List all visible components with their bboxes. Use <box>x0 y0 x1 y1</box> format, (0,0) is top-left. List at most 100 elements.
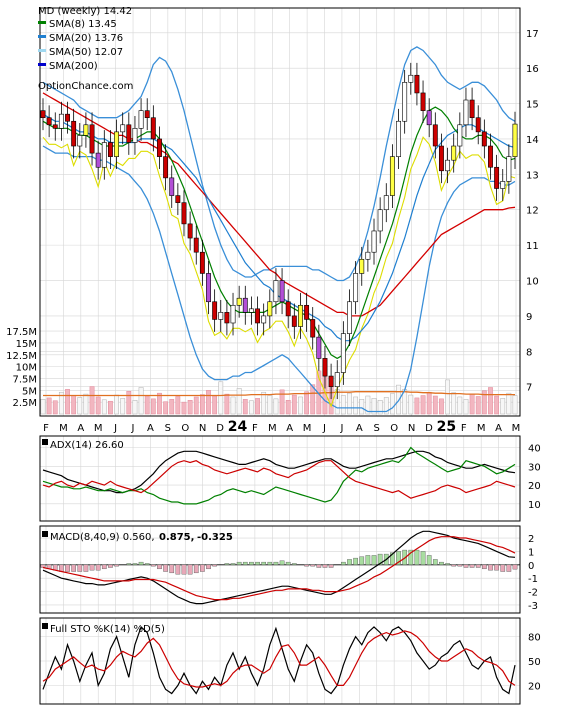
macd-histogram-bar <box>341 561 346 566</box>
price-tick-label: 17 <box>526 29 539 40</box>
macd-histogram-bar <box>445 563 450 566</box>
volume-bar <box>101 399 107 415</box>
macd-histogram-bar <box>304 564 309 567</box>
macd-histogram-bar <box>95 564 101 571</box>
macd-histogram-bar <box>71 564 76 572</box>
macd-histogram-bar <box>132 563 138 566</box>
volume-tick-label: 7.5M <box>12 374 37 385</box>
macd-histogram-bar <box>420 551 426 566</box>
volume-bar <box>157 392 162 415</box>
sma20-line <box>42 113 516 342</box>
candle-body <box>383 195 389 211</box>
sto-label: Full STO %K(14) %D(5) <box>50 624 165 635</box>
macd-histogram-bar <box>475 564 481 568</box>
indicator-panel-frame <box>39 617 521 705</box>
candle-body <box>273 280 279 303</box>
macd-histogram-bar <box>101 564 107 570</box>
month-label: D <box>425 423 433 434</box>
volume-bar <box>432 395 438 415</box>
candle-body <box>212 301 218 320</box>
volume-bar <box>224 393 230 415</box>
candle-body <box>71 120 77 147</box>
sto-label-swatch <box>42 623 48 629</box>
volume-bar <box>249 400 254 415</box>
macd-histogram-bar <box>273 561 279 566</box>
legend-swatch <box>38 49 46 52</box>
volume-bar <box>445 379 450 415</box>
macd-histogram-bar <box>65 564 70 572</box>
price-tick-label: 15 <box>526 100 539 111</box>
month-label: 25 <box>437 419 456 435</box>
macd-histogram-bar <box>181 564 187 575</box>
candle-body <box>242 297 248 313</box>
macd-histogram-bar <box>512 564 518 570</box>
volume-bar <box>95 396 101 415</box>
month-label: M <box>94 423 103 434</box>
candle-body <box>500 181 506 189</box>
candle-body <box>255 308 260 324</box>
macd-panel: 2 1 0 -1 -2 -3 MACD(8,40,9) 0.560, 0.875, -0.325 <box>39 525 538 614</box>
indicator-line-di <box>42 460 516 499</box>
macd-histogram-bar <box>310 564 316 567</box>
volume-bar <box>506 392 512 415</box>
volume-bar <box>132 400 138 415</box>
candle-body <box>89 124 95 154</box>
indicator-tick-label: 2 <box>528 534 534 545</box>
volume-bar <box>340 395 346 415</box>
month-label: J <box>322 423 326 434</box>
macd-histogram-bar <box>212 564 217 567</box>
candle-body <box>322 358 328 377</box>
candle-body <box>371 230 377 253</box>
price-tick-label: 14 <box>526 135 539 146</box>
candle-body <box>438 145 444 172</box>
candle-body <box>248 308 254 313</box>
macd-histogram-bar <box>285 561 291 566</box>
volume-bar <box>353 396 359 415</box>
month-label: O <box>181 423 189 434</box>
volume-bar <box>377 400 383 415</box>
volume-bar <box>481 390 487 415</box>
macd-histogram-bar <box>175 564 181 575</box>
macd-histogram-bar <box>482 564 487 570</box>
volume-bar <box>138 387 144 415</box>
volume-bar <box>512 395 518 415</box>
month-label: N <box>199 423 206 434</box>
volume-bar <box>58 391 64 415</box>
macd-histogram-bar <box>89 564 95 571</box>
legend-entry: SMA(8) 13.45 <box>49 19 117 30</box>
indicator-tick-label: 80 <box>528 633 541 644</box>
indicator-panel-frame <box>39 525 521 614</box>
month-label: M <box>268 423 277 434</box>
macd-histogram-bar <box>432 559 438 566</box>
volume-bar <box>169 399 175 415</box>
candle-body <box>267 301 273 317</box>
month-label: A <box>356 423 363 434</box>
volume-bar <box>46 397 52 415</box>
indicator-tick-label: -2 <box>528 588 538 599</box>
legend-entry: SMA(50) 12.07 <box>49 47 123 58</box>
volume-bar <box>255 398 260 415</box>
macd-histogram-bar <box>267 561 273 566</box>
candle-body <box>451 145 457 161</box>
volume-bar <box>451 392 457 415</box>
candle-body <box>52 124 58 129</box>
indicator-line-di <box>42 446 516 505</box>
candle-body <box>402 82 408 122</box>
candle-body <box>285 301 291 317</box>
adx-label-swatch <box>42 439 48 445</box>
macd-histogram-bar <box>359 556 365 566</box>
candle-body <box>396 120 401 157</box>
macd-signal-value: 0.875, <box>159 532 194 543</box>
candle-body <box>494 166 500 189</box>
macd-histogram-value: -0.325 <box>197 532 233 543</box>
candle-body <box>334 372 340 387</box>
sma8-line <box>42 106 516 360</box>
macd-histogram-bar <box>108 564 113 568</box>
volume-bar <box>347 392 352 415</box>
envelope-line <box>42 136 516 408</box>
candle-body <box>359 258 365 274</box>
legend-swatch <box>38 35 46 38</box>
candle-body <box>157 138 162 157</box>
candle-body <box>432 124 438 147</box>
candle-body <box>291 315 297 327</box>
